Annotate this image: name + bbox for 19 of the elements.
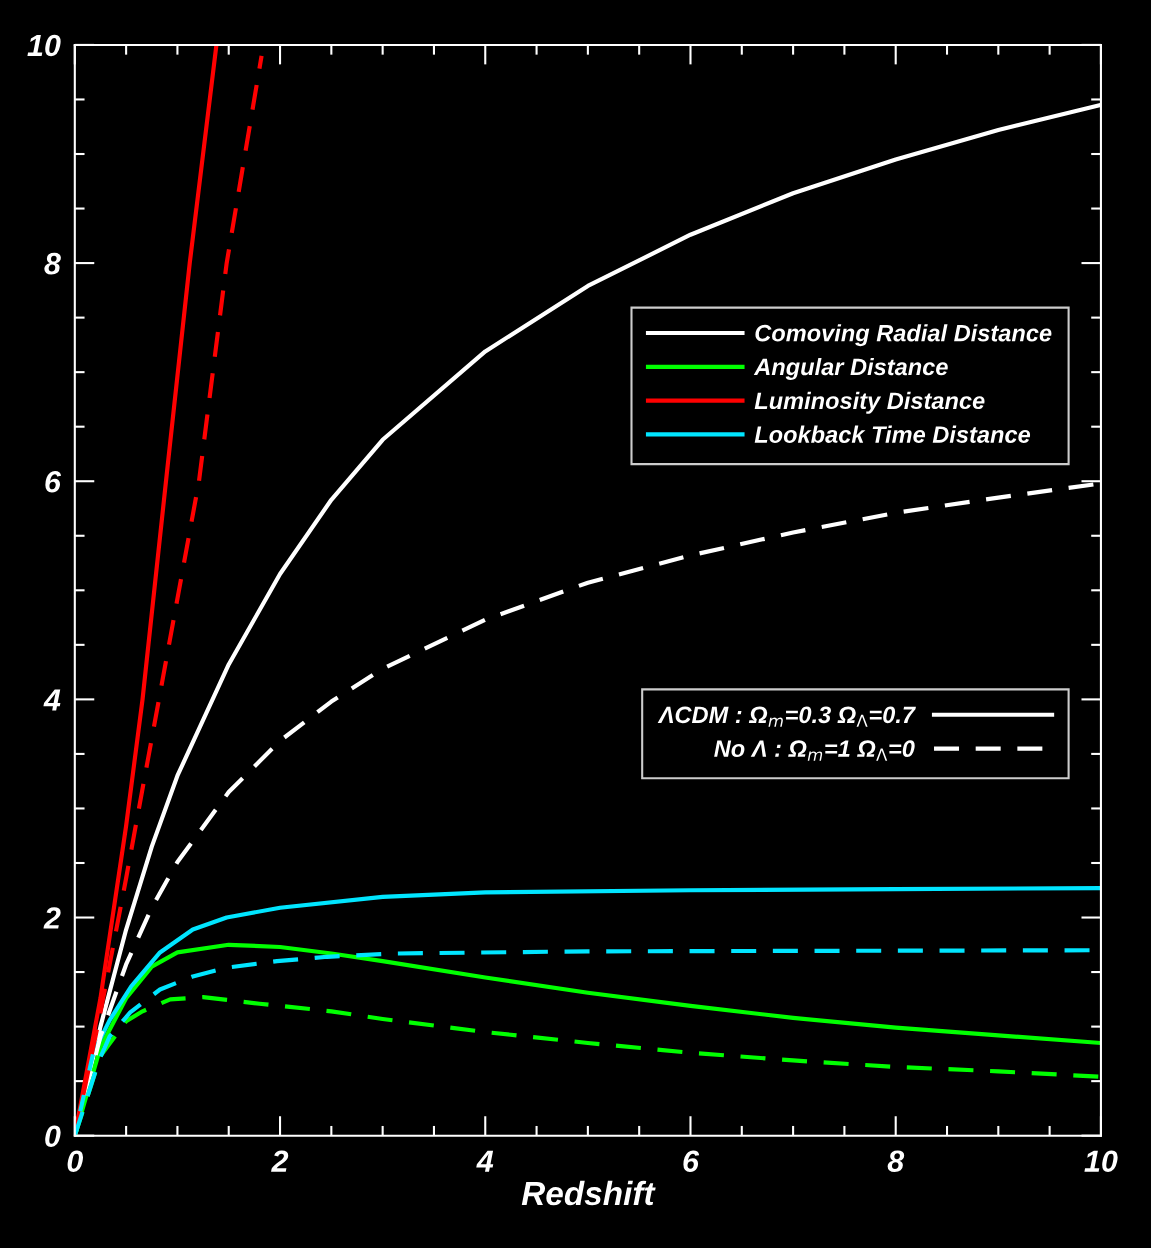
legend-label: Angular Distance	[753, 357, 948, 380]
legend-label: Lookback Time Distance	[754, 425, 1031, 443]
annotation: No Λ : Ω$_{m}$=1 Ω$_{Λ}$=0	[714, 740, 915, 761]
y-tick-label: 10	[27, 34, 61, 57]
y-tick-label: 8	[44, 252, 61, 275]
x-tick-label: 2	[271, 1150, 289, 1172]
legend-label: Comoving Radial Distance	[755, 324, 1052, 347]
y-tick-label: 2	[43, 907, 61, 929]
y-tick-label: 4	[43, 689, 61, 711]
y-tick-label: 0	[45, 1125, 61, 1148]
x-tick-label: 4	[476, 1150, 494, 1172]
x-tick-label: 0	[67, 1150, 84, 1173]
x-tick-label: 6	[683, 1150, 700, 1173]
x-axis-title: Redshift	[521, 1180, 656, 1206]
x-tick-label: 8	[887, 1150, 905, 1173]
annotation: ΛCDM : Ω$_{m}$=0.3 Ω$_{Λ}$=0.7	[657, 706, 916, 727]
y-tick-label: 6	[45, 470, 62, 493]
x-tick-label: 10	[1084, 1150, 1118, 1173]
legend-label: Luminosity Distance	[754, 391, 985, 414]
